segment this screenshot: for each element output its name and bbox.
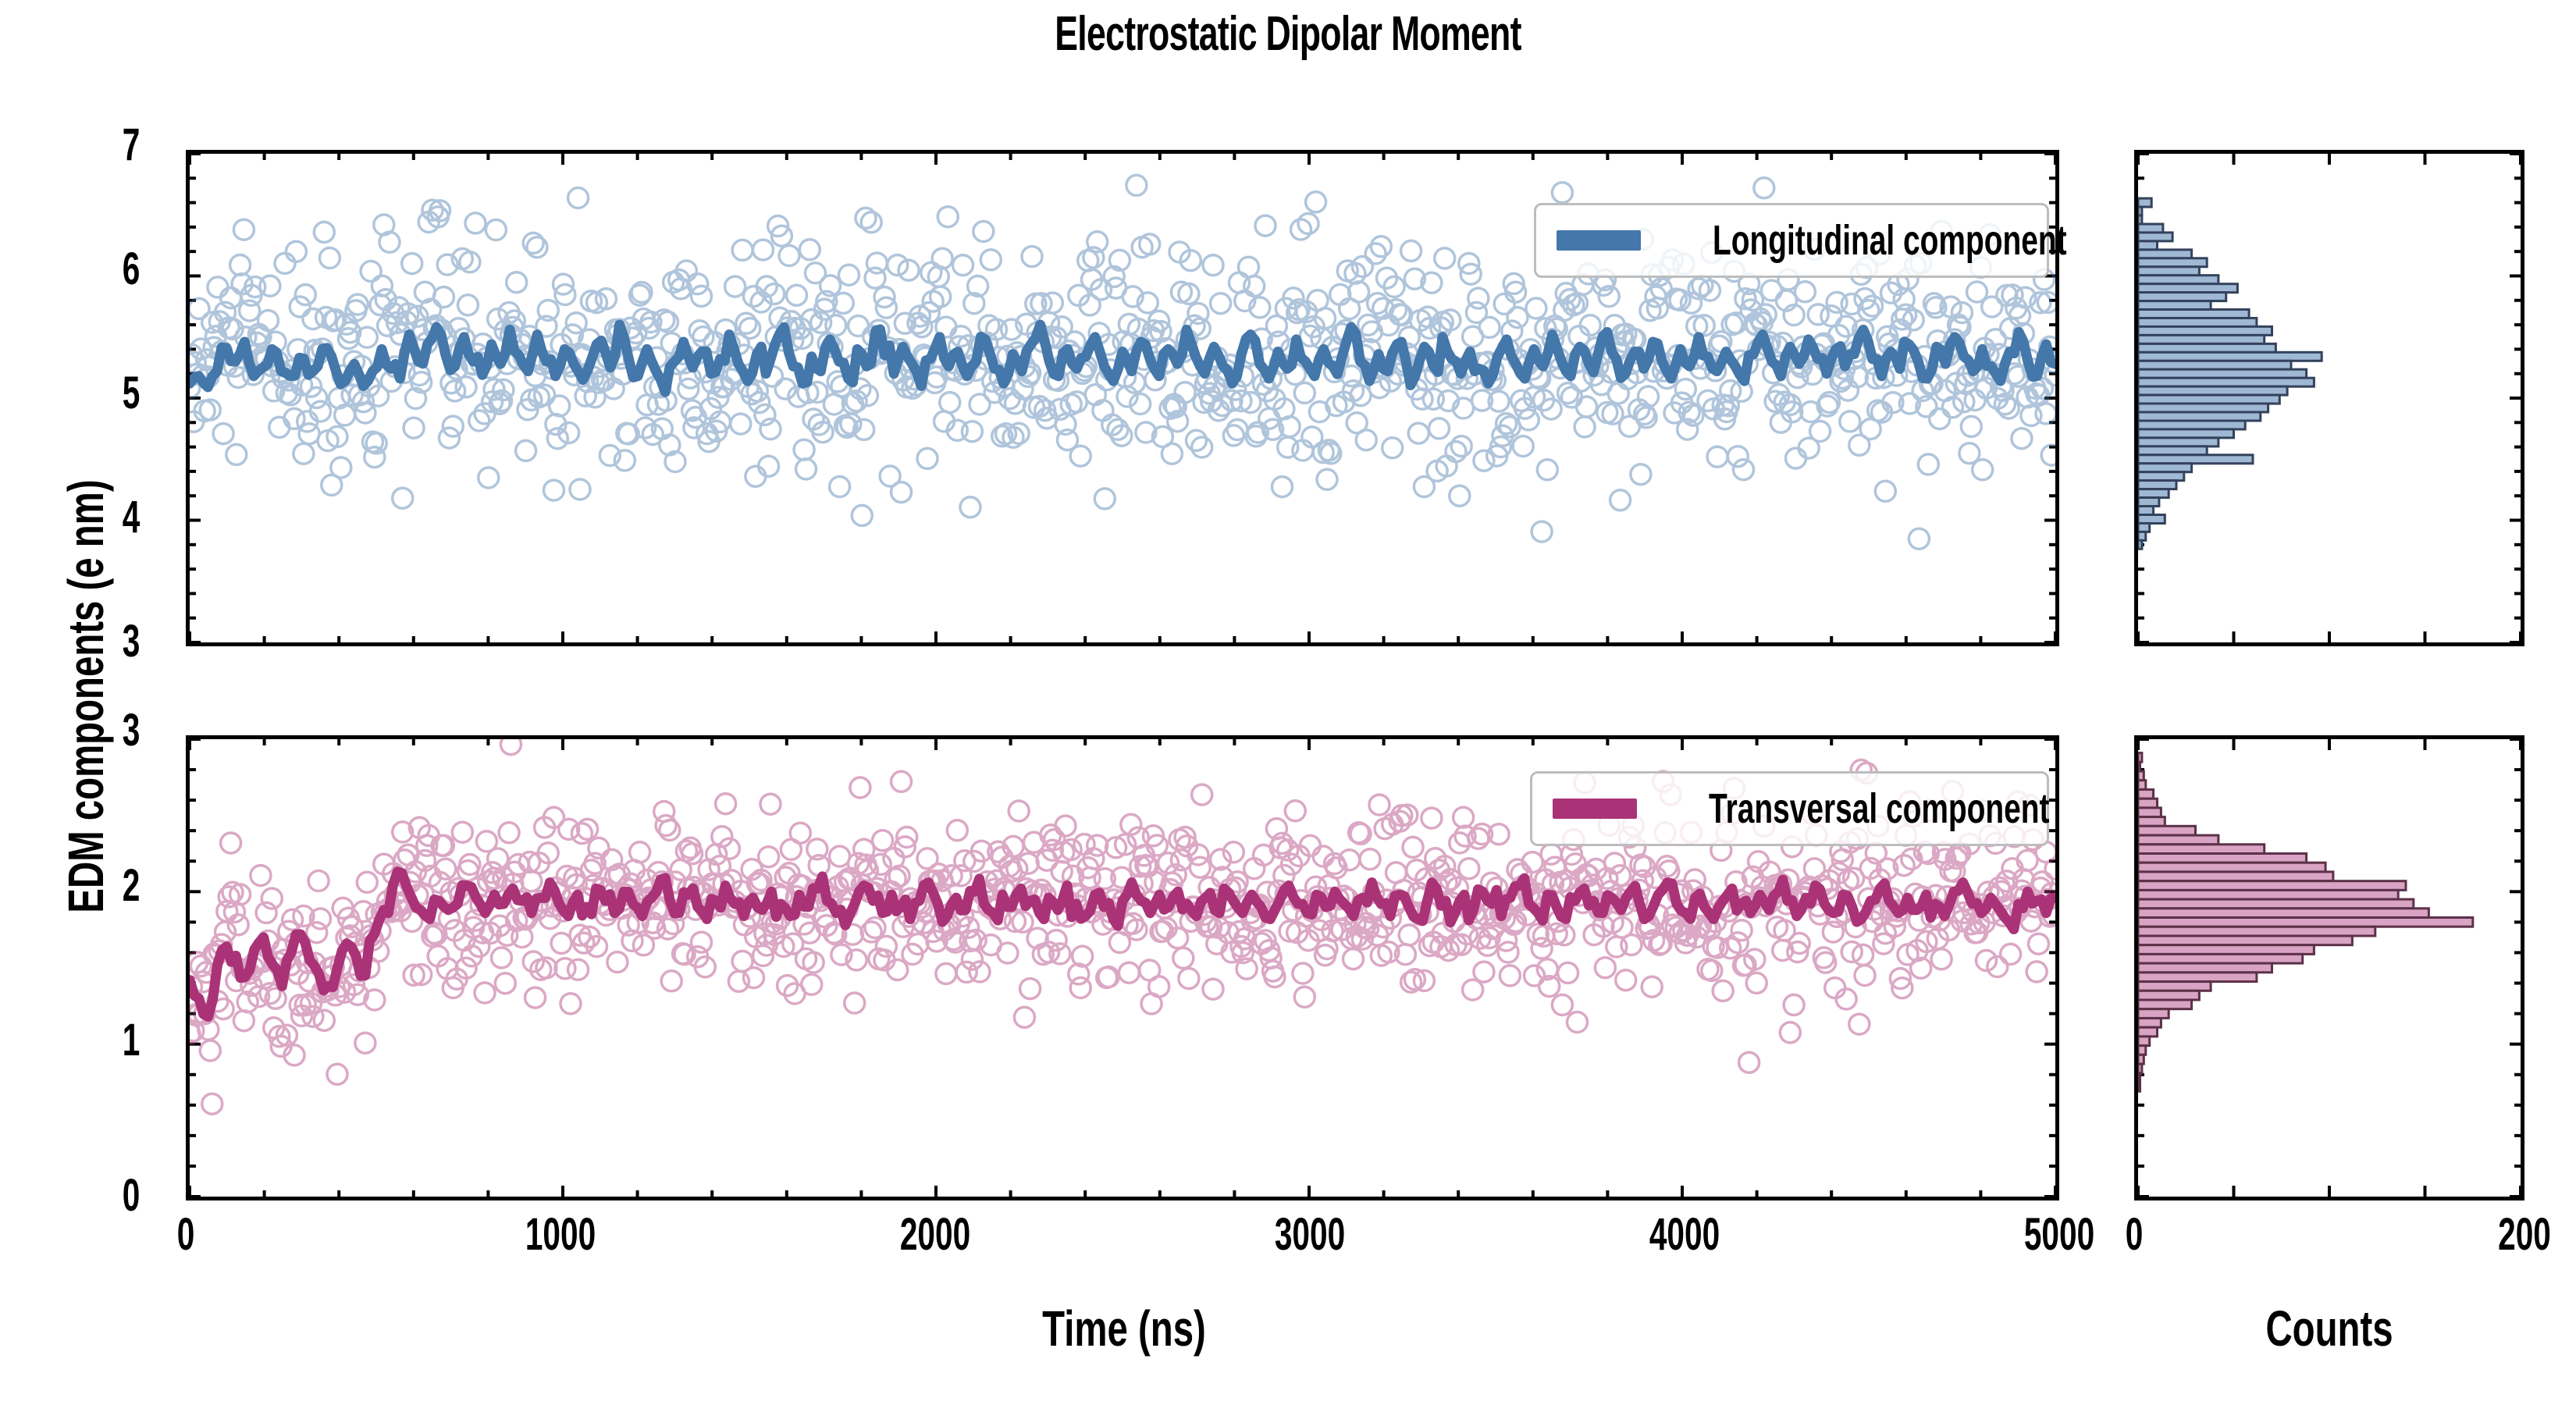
x-tick-0: 0 bbox=[176, 1209, 195, 1260]
x-tick-1000: 1000 bbox=[525, 1209, 596, 1260]
x-tick-4000: 4000 bbox=[1649, 1209, 1720, 1260]
y-tick-top-7: 7 bbox=[122, 119, 141, 170]
hist-x-tick-0: 0 bbox=[2125, 1209, 2144, 1260]
x-tick-2000: 2000 bbox=[899, 1209, 971, 1260]
y-tick-bottom-3: 3 bbox=[122, 705, 141, 756]
legend-swatch-longitudinal bbox=[1557, 230, 1641, 251]
y-tick-top-4: 4 bbox=[122, 492, 141, 542]
legend-longitudinal[interactable]: Longitudinal component bbox=[1534, 203, 2067, 278]
x-axis-label: Time (ns) bbox=[1042, 1300, 1206, 1357]
x-tick-5000: 5000 bbox=[2023, 1209, 2095, 1260]
y-tick-top-3: 3 bbox=[122, 616, 141, 667]
figure-title: Electrostatic Dipolar Moment bbox=[1055, 7, 1521, 61]
legend-transversal[interactable]: Transversal component bbox=[1530, 771, 2049, 846]
y-tick-bottom-2: 2 bbox=[122, 859, 141, 911]
x-tick-3000: 3000 bbox=[1274, 1209, 1346, 1260]
y-tick-top-6: 6 bbox=[122, 244, 141, 294]
transversal-histogram-panel bbox=[2134, 735, 2524, 1200]
y-tick-bottom-1: 1 bbox=[122, 1015, 141, 1066]
y-tick-bottom-0: 0 bbox=[122, 1170, 141, 1221]
histogram-x-axis-label: Counts bbox=[2265, 1300, 2393, 1357]
legend-label-transversal: Transversal component bbox=[1709, 785, 2050, 832]
legend-label-longitudinal: Longitudinal component bbox=[1713, 217, 2067, 264]
legend-swatch-transversal bbox=[1553, 799, 1637, 819]
y-tick-top-5: 5 bbox=[122, 368, 141, 418]
hist-x-tick-200: 200 bbox=[2498, 1209, 2551, 1260]
longitudinal-histogram-panel bbox=[2134, 150, 2524, 646]
